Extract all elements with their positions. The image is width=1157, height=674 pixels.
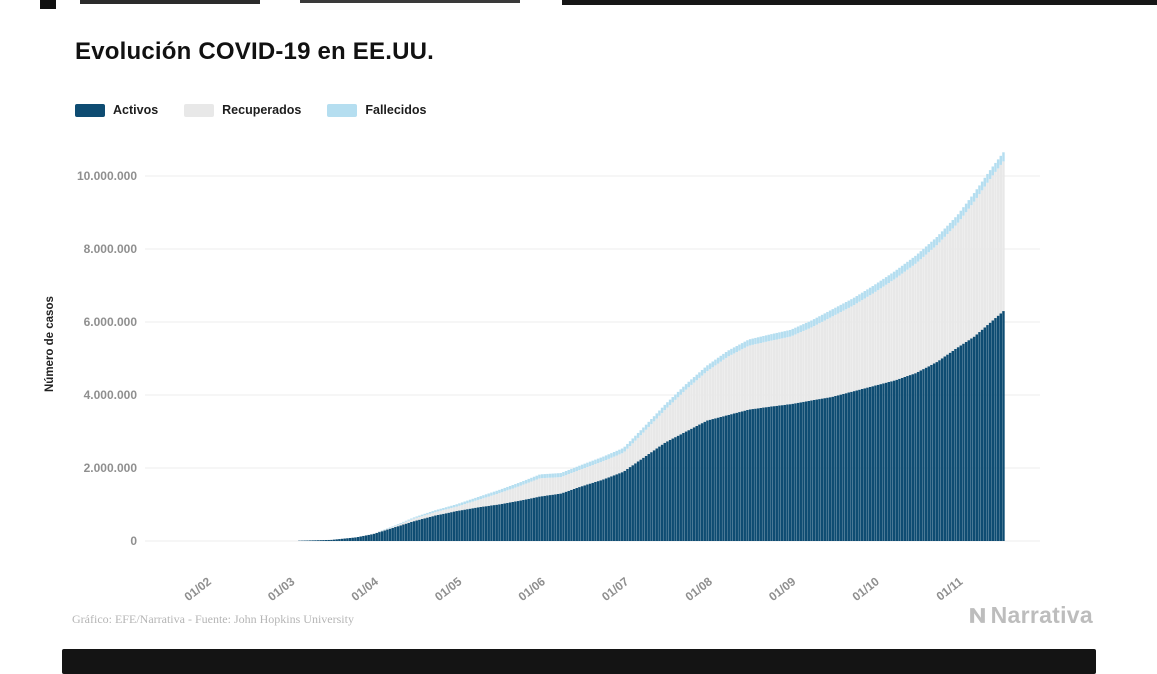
x-tick-label: 01/10 bbox=[850, 574, 883, 604]
top-edge-artifact-dash bbox=[80, 0, 260, 4]
y-tick-label: 4.000.000 bbox=[84, 388, 138, 402]
y-axis-tick-labels: 0 2.000.000 4.000.000 6.000.000 8.000.000 10.… bbox=[77, 169, 137, 548]
y-tick-label: 2.000.000 bbox=[84, 461, 138, 475]
legend-label-recuperados: Recuperados bbox=[222, 103, 302, 117]
x-tick-label: 01/11 bbox=[934, 574, 966, 603]
chart-title: Evolución COVID-19 en EE.UU. bbox=[75, 38, 435, 65]
x-tick-label: 01/09 bbox=[766, 574, 799, 604]
x-tick-label: 01/02 bbox=[182, 574, 215, 604]
narrativa-logo-text: Narrativa bbox=[990, 602, 1093, 628]
chart-legend: Activos Recuperados Fallecidos bbox=[75, 103, 427, 117]
stacked-bars bbox=[298, 152, 1005, 541]
legend-label-fallecidos: Fallecidos bbox=[365, 103, 427, 117]
x-tick-label: 01/05 bbox=[432, 574, 465, 604]
legend-swatch-activos bbox=[75, 103, 105, 117]
chart-source-credit: Gráfico: EFE/Narrativa - Fuente: John Ho… bbox=[72, 612, 354, 626]
x-tick-label: 01/03 bbox=[265, 574, 298, 604]
top-edge-artifact-square bbox=[40, 0, 56, 9]
y-tick-label: 6.000.000 bbox=[84, 315, 138, 329]
legend-item-recuperados: Recuperados bbox=[184, 103, 301, 117]
narrativa-logo: Narrativa bbox=[967, 602, 1093, 629]
top-edge-artifact-dash bbox=[562, 0, 1157, 5]
legend-item-fallecidos: Fallecidos bbox=[327, 103, 427, 117]
legend-item-activos: Activos bbox=[75, 103, 158, 117]
x-tick-label: 01/07 bbox=[599, 574, 632, 604]
legend-swatch-recuperados bbox=[184, 103, 215, 117]
x-tick-label: 01/04 bbox=[349, 574, 382, 604]
y-tick-label: 8.000.000 bbox=[84, 242, 138, 256]
bottom-bar bbox=[62, 649, 1096, 674]
top-edge-artifact-dash bbox=[300, 0, 520, 3]
legend-swatch-fallecidos bbox=[327, 103, 358, 117]
x-axis-tick-labels: 01/02 01/03 01/04 01/05 01/06 01/07 01/08 01/09… bbox=[182, 574, 966, 604]
x-tick-label: 01/08 bbox=[683, 574, 716, 604]
x-tick-label: 01/06 bbox=[516, 574, 549, 604]
y-tick-label: 0 bbox=[130, 534, 137, 548]
legend-label-activos: Activos bbox=[113, 103, 159, 117]
y-tick-label: 10.000.000 bbox=[77, 169, 137, 183]
narrativa-logo-icon bbox=[969, 608, 985, 623]
